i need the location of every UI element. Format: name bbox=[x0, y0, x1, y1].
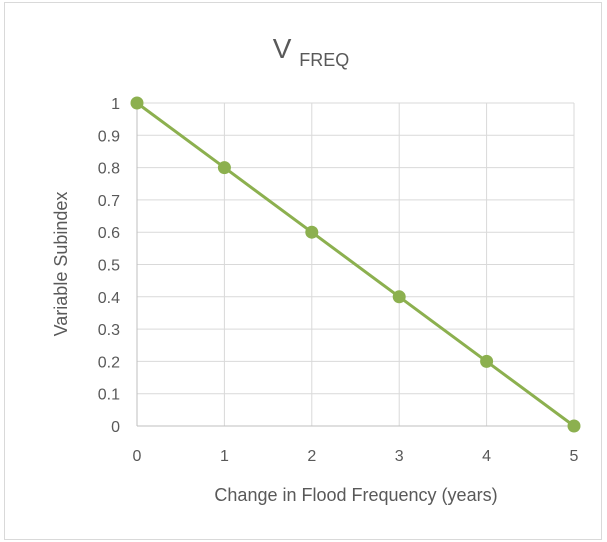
x-tick-label: 1 bbox=[220, 448, 229, 465]
y-tick-label: 0.2 bbox=[98, 354, 120, 371]
data-point bbox=[305, 225, 319, 239]
grid bbox=[137, 102, 575, 426]
y-tick-label: 0.9 bbox=[98, 128, 120, 145]
chart-frame bbox=[4, 2, 602, 540]
y-tick-label: 0.1 bbox=[98, 387, 120, 404]
y-tick-label: 1 bbox=[111, 96, 120, 113]
chart-title-subscript: FREQ bbox=[299, 50, 349, 70]
y-tick-label: 0.3 bbox=[98, 322, 120, 339]
x-tick-label: 4 bbox=[482, 448, 491, 465]
y-tick-label: 0.4 bbox=[98, 290, 120, 307]
data-point bbox=[130, 96, 144, 110]
data-point bbox=[392, 290, 406, 304]
x-tick-label: 2 bbox=[307, 448, 316, 465]
x-axis-title: Change in Flood Frequency (years) bbox=[214, 485, 497, 505]
x-tick-label: 5 bbox=[570, 448, 579, 465]
data-point bbox=[567, 419, 581, 433]
y-tick-label: 0.6 bbox=[98, 225, 120, 242]
series-layer bbox=[130, 96, 581, 433]
y-tick-label: 0.5 bbox=[98, 258, 120, 275]
chart-title-main: V bbox=[273, 33, 292, 64]
chart-title: V FREQ bbox=[273, 33, 349, 70]
x-tick-label: 3 bbox=[395, 448, 404, 465]
data-point bbox=[217, 161, 231, 175]
series-line bbox=[135, 101, 576, 428]
axes bbox=[136, 103, 574, 427]
y-tick-label: 0 bbox=[111, 419, 120, 436]
y-tick-label: 0.8 bbox=[98, 161, 120, 178]
tick-labels: 0 0.1 0.2 0.3 0.4 0.5 0.6 0.7 0.8 0.9 1 0 1 2 3 4 5 bbox=[98, 96, 579, 465]
y-axis-title: Variable Subindex bbox=[51, 192, 71, 337]
y-tick-label: 0.7 bbox=[98, 193, 120, 210]
x-tick-label: 0 bbox=[133, 448, 142, 465]
data-point bbox=[480, 354, 494, 368]
